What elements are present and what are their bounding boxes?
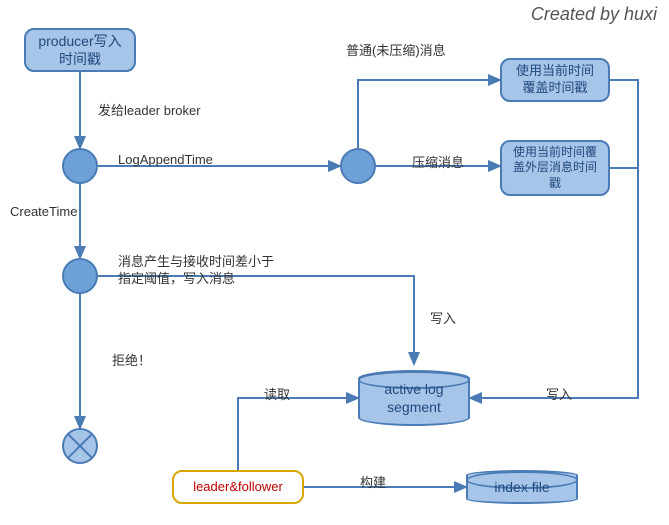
node-index-file: index file [466, 470, 578, 504]
junction-circle-1 [62, 148, 98, 184]
label-write-2: 写入 [546, 384, 572, 403]
label-threshold-write: 消息产生与接收时间差小于指定阈值，写入消息 [118, 254, 278, 288]
node-leader-follower: leader&follower [172, 470, 304, 504]
node-leader-follower-label: leader&follower [193, 479, 283, 496]
node-index-file-label: index file [494, 478, 549, 496]
label-create-time: CreateTime [10, 204, 77, 219]
label-send-leader-broker: 发给leader broker [98, 100, 201, 119]
label-uncompressed-msg: 普通(未压缩)消息 [346, 40, 446, 59]
junction-circle-3 [340, 148, 376, 184]
node-cover-outer-label: 使用当前时间覆盖外层消息时间戳 [513, 145, 597, 192]
node-producer: producer写入时间戳 [24, 28, 136, 72]
label-build: 构建 [360, 472, 386, 491]
node-cover-timestamp: 使用当前时间覆盖时间戳 [500, 58, 610, 102]
watermark: Created by huxi [531, 4, 657, 25]
label-compressed-msg: 压缩消息 [412, 152, 464, 171]
label-write-1: 写入 [430, 308, 456, 327]
label-read: 读取 [264, 384, 290, 403]
node-active-log-label: active logsegment [384, 380, 443, 416]
node-cover-timestamp-label: 使用当前时间覆盖时间戳 [516, 63, 594, 97]
reject-cross-circle [62, 428, 98, 464]
node-active-log-segment: active logsegment [358, 370, 470, 426]
node-producer-label: producer写入时间戳 [38, 32, 121, 68]
label-reject: 拒绝！ [112, 350, 151, 369]
node-cover-outer: 使用当前时间覆盖外层消息时间戳 [500, 140, 610, 196]
junction-circle-2 [62, 258, 98, 294]
label-log-append-time: LogAppendTime [118, 152, 213, 167]
